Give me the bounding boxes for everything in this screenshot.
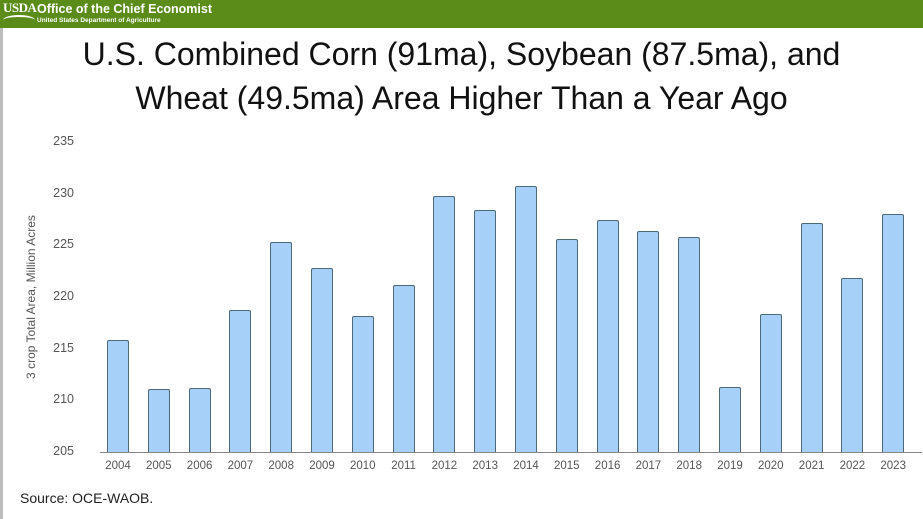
bar-2012 — [433, 195, 456, 452]
x-tick-label: 2010 — [350, 460, 376, 472]
y-axis-label: 3 crop Total Area, Million Acres — [24, 215, 38, 379]
bar-2015 — [555, 239, 578, 452]
bar-2010 — [351, 315, 374, 452]
usda-logo-text: USDA — [3, 0, 37, 15]
x-tick-label: 2020 — [758, 460, 784, 472]
x-tick-label: 2006 — [186, 460, 213, 472]
y-tick-label: 205 — [53, 444, 74, 458]
y-tick-label: 210 — [53, 392, 74, 407]
chart-title-line1: U.S. Combined Corn (91ma), Soybean (87.5… — [82, 36, 841, 72]
x-axis-line — [100, 452, 922, 453]
header-subtitle: United States Department of Agriculture — [37, 17, 161, 24]
usda-swoosh-icon — [3, 15, 35, 25]
bar-2018 — [678, 237, 701, 452]
bar-2006 — [188, 387, 211, 452]
x-tick-label: 2005 — [146, 460, 172, 472]
x-tick-label: 2009 — [309, 460, 335, 472]
y-tick-label: 220 — [53, 289, 74, 303]
bar-2014 — [515, 186, 537, 452]
bar-2016 — [596, 219, 619, 452]
header-title: Office of the Chief Economist — [37, 2, 213, 16]
x-tick-label: 2016 — [594, 460, 621, 472]
bar-2007 — [229, 310, 252, 452]
bar-2017 — [637, 230, 660, 452]
bar-2005 — [147, 388, 170, 452]
bar-2022 — [841, 278, 864, 452]
bar-2020 — [759, 313, 782, 452]
x-tick-label: 2011 — [391, 460, 416, 472]
y-tick-label: 230 — [53, 185, 74, 200]
x-tick-label: 2013 — [472, 460, 498, 472]
x-tick-label: 2019 — [717, 460, 743, 472]
y-tick-label: 225 — [53, 237, 74, 252]
x-tick-label: 2008 — [268, 460, 294, 472]
bar-2021 — [800, 222, 823, 452]
bar-2019 — [719, 386, 741, 452]
usda-logo: USDA — [3, 1, 37, 25]
x-tick-label: 2004 — [105, 460, 131, 472]
source-note: Source: OCE-WAOB. — [20, 490, 154, 506]
x-tick-label: 2018 — [676, 460, 702, 472]
bar-2013 — [474, 210, 497, 452]
bar-2011 — [392, 284, 415, 452]
x-tick-label: 2012 — [431, 460, 458, 472]
x-tick-label: 2015 — [554, 460, 580, 472]
left-border — [0, 28, 3, 519]
x-tick-label: 2022 — [839, 460, 866, 472]
bar-2023 — [882, 214, 905, 452]
oce-header-banner: USDA Office of the Chief Economist Unite… — [0, 0, 923, 28]
y-tick-label: 235 — [53, 134, 74, 148]
bar-2008 — [270, 242, 293, 452]
x-tick-label: 2017 — [635, 460, 662, 472]
x-tick-label: 2023 — [880, 460, 906, 472]
bar-2004 — [107, 340, 129, 452]
chart-title-line2: Wheat (49.5ma) Area Higher Than a Year A… — [135, 80, 788, 116]
chart-title: U.S. Combined Corn (91ma), Soybean (87.5… — [0, 32, 923, 120]
x-tick-label: 2007 — [227, 460, 254, 472]
y-tick-label: 215 — [53, 340, 74, 355]
x-tick-label: 2014 — [513, 460, 539, 472]
bar-2009 — [311, 268, 333, 452]
x-tick-label: 2021 — [798, 460, 825, 472]
